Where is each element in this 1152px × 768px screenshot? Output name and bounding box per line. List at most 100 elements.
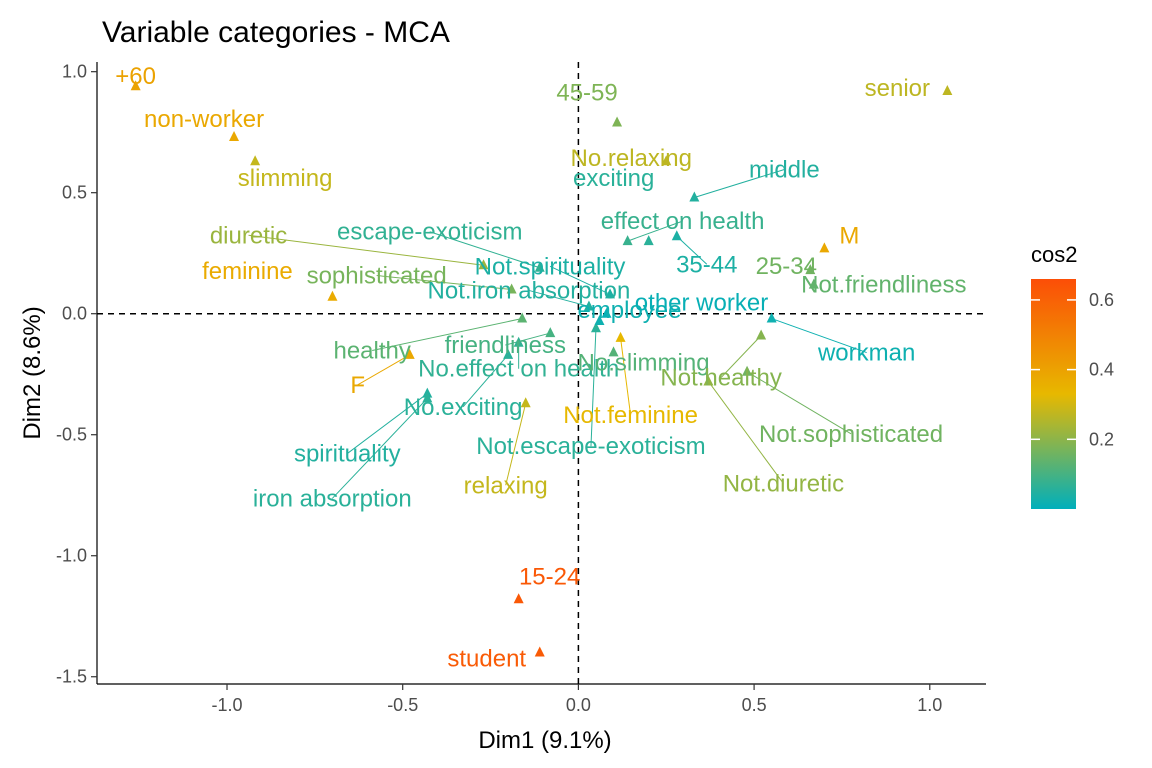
point-marker	[766, 312, 777, 323]
leader-line	[372, 318, 523, 352]
x-axis-title: Dim1 (9.1%)	[478, 727, 611, 754]
point-marker	[594, 314, 605, 325]
point-label: exciting	[573, 165, 654, 192]
leader-line	[694, 169, 785, 199]
legend-title: cos2	[1031, 242, 1077, 267]
point-label: No.effect on health	[418, 356, 619, 383]
point-marker	[583, 300, 594, 311]
point-marker	[506, 283, 517, 294]
point-marker	[622, 235, 633, 246]
point-marker	[703, 375, 714, 386]
legend-colorbar	[1031, 279, 1076, 509]
point-marker	[742, 365, 753, 376]
point-label: effect on health	[601, 208, 765, 235]
color-legend: cos2 0.2 0.4 0.6	[1031, 242, 1114, 509]
point-label: Not.spirituality	[475, 253, 626, 280]
y-tick-label: -1.0	[56, 546, 87, 566]
leader-line	[357, 354, 410, 386]
point-marker	[534, 646, 545, 657]
leader-line	[746, 371, 852, 435]
label-leader-lines	[248, 169, 867, 499]
point-marker	[590, 322, 601, 333]
leader-line	[590, 328, 597, 447]
point-label: 35-44	[676, 251, 737, 278]
point-marker	[513, 593, 524, 604]
point-marker	[520, 397, 531, 408]
point-label: Not.feminine	[563, 402, 698, 429]
leader-line	[676, 235, 708, 265]
leader-line	[505, 332, 551, 346]
point-marker	[478, 259, 489, 270]
y-tick-label: -0.5	[56, 425, 87, 445]
point-label: F	[350, 372, 365, 399]
x-tick-label: -1.0	[211, 695, 242, 715]
point-label: Not.friendliness	[801, 272, 966, 299]
point-marker	[661, 155, 672, 166]
leader-line	[708, 381, 784, 484]
point-label: slimming	[238, 165, 333, 192]
point-label: iron absorption	[253, 485, 412, 512]
point-marker	[545, 327, 556, 338]
point-marker	[327, 290, 338, 301]
leader-line	[462, 354, 509, 408]
point-marker	[615, 331, 626, 342]
point-label: other worker	[635, 290, 768, 317]
data-points	[130, 80, 953, 657]
point-marker	[643, 235, 654, 246]
leader-line	[347, 393, 428, 454]
leader-line	[331, 398, 428, 499]
leader-line	[505, 403, 527, 486]
point-label: relaxing	[464, 472, 548, 499]
point-marker	[517, 312, 528, 323]
point-marker	[601, 307, 612, 318]
leader-line	[720, 335, 762, 378]
point-label: Not.healthy	[660, 364, 781, 391]
point-marker	[404, 348, 415, 359]
x-tick-label: 0.0	[566, 695, 591, 715]
point-label: 15-24	[519, 563, 580, 590]
point-label: non-worker	[144, 106, 264, 133]
leader-line	[429, 231, 540, 269]
point-label: spirituality	[294, 441, 401, 468]
point-label: middle	[749, 157, 820, 184]
y-tick-label: 1.0	[62, 62, 87, 82]
legend-ticks: 0.2 0.4 0.6	[1031, 290, 1114, 449]
point-label: friendliness	[445, 332, 566, 359]
y-tick-label: 0.0	[62, 304, 87, 324]
point-label: senior	[865, 75, 930, 102]
point-marker	[671, 230, 682, 241]
leader-line	[620, 337, 632, 415]
chart-title: Variable categories - MCA	[102, 16, 450, 49]
axis-ticks: -1.0 -0.5 0.0 0.5 1.0 -1.5 -1.0 -0.5 0.0 0.5 1.0	[56, 62, 942, 715]
point-marker	[689, 191, 700, 202]
point-marker	[534, 261, 545, 272]
legend-tick-label: 0.2	[1089, 429, 1114, 449]
leader-line	[528, 289, 590, 307]
leader-line	[376, 275, 512, 290]
point-label: +60	[115, 63, 156, 90]
point-label: diuretic	[210, 222, 287, 249]
point-label: No.slimming	[578, 349, 710, 376]
point-label: Not.sophisticated	[759, 421, 943, 448]
point-label: Not.diuretic	[723, 470, 844, 497]
point-marker	[608, 346, 619, 357]
point-marker	[513, 336, 524, 347]
point-marker	[503, 348, 514, 359]
point-label: M	[839, 222, 859, 249]
point-label: Not.iron absorption	[428, 277, 631, 304]
point-marker	[130, 80, 141, 91]
point-marker	[612, 116, 623, 127]
point-label: escape-exoticism	[337, 219, 522, 246]
point-label: employee	[577, 297, 681, 324]
point-label: 25-34	[756, 253, 817, 280]
point-marker	[808, 278, 819, 289]
point-marker	[942, 85, 953, 96]
leader-line	[248, 234, 484, 266]
point-label: sophisticated	[307, 263, 447, 290]
leader-line	[627, 220, 683, 242]
x-tick-label: -0.5	[387, 695, 418, 715]
point-labels: +60 non-worker slimming feminine Fspirituali…	[115, 63, 966, 672]
y-tick-label: -1.5	[56, 667, 87, 687]
point-marker	[605, 288, 616, 299]
